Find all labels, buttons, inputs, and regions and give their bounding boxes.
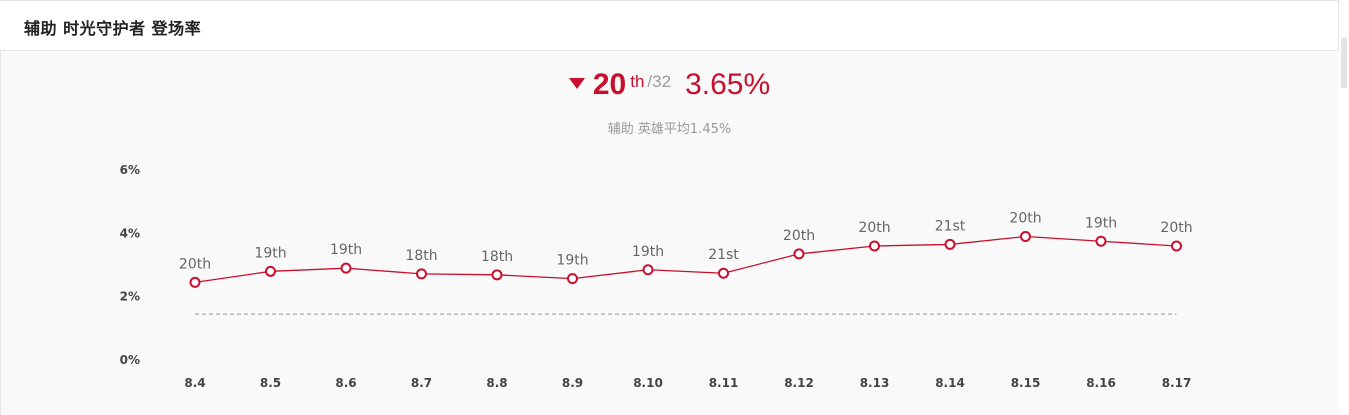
x-tick-label: 8.14 xyxy=(935,376,965,390)
x-tick-label: 8.12 xyxy=(784,376,814,390)
rank-suffix: th xyxy=(630,72,645,91)
x-tick-label: 8.9 xyxy=(562,376,583,390)
y-tick-label: 2% xyxy=(120,290,140,304)
x-tick-label: 8.16 xyxy=(1086,376,1116,390)
x-tick-label: 8.11 xyxy=(709,376,739,390)
data-point xyxy=(265,265,276,277)
x-tick-label: 8.15 xyxy=(1011,376,1041,390)
data-point xyxy=(1095,235,1107,247)
x-tick-label: 8.13 xyxy=(860,376,890,390)
data-point xyxy=(642,264,654,276)
panel-title: 辅助 时光守护者 登场率 xyxy=(24,19,202,38)
data-point xyxy=(189,276,201,288)
average-caption: 辅助 英雄平均1.45% xyxy=(607,122,732,137)
y-tick-label: 0% xyxy=(120,353,140,367)
y-tick-label: 6% xyxy=(120,163,140,177)
data-point xyxy=(718,267,729,279)
x-tick-label: 8.10 xyxy=(633,376,663,390)
data-point xyxy=(793,248,805,260)
data-point xyxy=(869,240,880,252)
x-tick-label: 8.6 xyxy=(335,376,356,390)
data-point xyxy=(944,238,956,250)
x-tick-label: 8.5 xyxy=(260,376,281,390)
data-point xyxy=(416,268,427,280)
scrollbar[interactable] xyxy=(1341,38,1347,88)
series-line xyxy=(194,235,1177,284)
x-tick-label: 8.17 xyxy=(1162,376,1192,390)
data-point xyxy=(1171,240,1182,252)
current-rank: 20 xyxy=(592,68,627,101)
x-tick-label: 8.8 xyxy=(486,376,507,390)
rank-data-label: 20th xyxy=(1160,220,1192,236)
trend-down-icon xyxy=(568,77,585,89)
rank-total: /32 xyxy=(647,72,672,91)
rank-data-label: 20th xyxy=(858,220,890,236)
rank-data-label: 20th xyxy=(179,256,211,272)
x-tick-label: 8.7 xyxy=(411,376,432,390)
data-point xyxy=(567,273,578,285)
rank-data-label: 18th xyxy=(481,249,513,265)
data-point xyxy=(340,262,352,274)
rank-data-label: 21st xyxy=(708,247,739,263)
rank-data-label: 19th xyxy=(632,244,664,260)
rank-data-label: 19th xyxy=(556,253,588,269)
rank-data-label: 20th xyxy=(1009,211,1041,227)
data-point xyxy=(1020,231,1031,242)
current-rate: 3.65% xyxy=(685,68,771,101)
rank-data-label: 18th xyxy=(405,248,437,264)
rank-data-label: 19th xyxy=(254,245,286,261)
x-tick-label: 8.4 xyxy=(184,376,205,390)
panel-header: 辅助 时光守护者 登场率 xyxy=(0,0,1339,51)
rank-data-label: 20th xyxy=(783,228,815,244)
y-tick-label: 4% xyxy=(120,226,140,240)
rank-data-label: 19th xyxy=(330,242,362,258)
rank-data-label: 19th xyxy=(1085,215,1117,231)
data-point xyxy=(491,269,503,281)
rank-data-label: 21st xyxy=(935,218,966,234)
